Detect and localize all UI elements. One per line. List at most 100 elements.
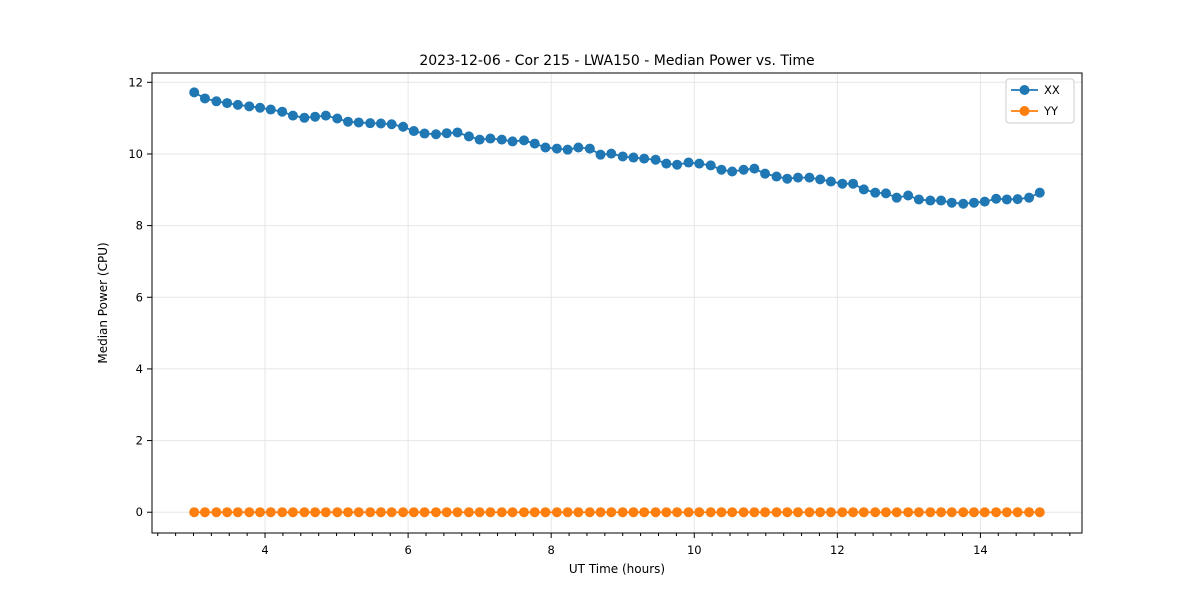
data-point-marker — [540, 142, 551, 153]
data-point-marker — [936, 195, 947, 206]
data-point-marker — [661, 507, 672, 518]
legend: XX YY — [1005, 78, 1075, 124]
data-point-marker — [683, 507, 694, 518]
data-point-marker — [496, 507, 507, 518]
data-point-marker — [474, 134, 485, 145]
data-point-marker — [705, 160, 716, 171]
data-point-marker — [617, 151, 628, 162]
data-point-marker — [496, 134, 507, 145]
x-tick-label: 10 — [687, 543, 702, 557]
data-point-marker — [265, 104, 276, 115]
data-point-marker — [760, 168, 771, 179]
chart-title: 2023-12-06 - Cor 215 - LWA150 - Median P… — [419, 53, 814, 69]
y-tick-label: 12 — [128, 75, 143, 89]
data-point-marker — [683, 157, 694, 168]
data-point-marker — [551, 143, 562, 154]
data-point-marker — [199, 93, 210, 104]
data-point-marker — [946, 507, 957, 518]
data-point-marker — [716, 507, 727, 518]
data-point-marker — [222, 98, 233, 109]
data-point-marker — [211, 96, 222, 107]
data-point-marker — [672, 507, 683, 518]
data-point-marker — [244, 101, 255, 112]
data-point-marker — [913, 194, 924, 205]
data-point-marker — [551, 507, 562, 518]
data-point-marker — [891, 192, 902, 203]
data-point-marker — [749, 163, 760, 174]
data-point-marker — [419, 128, 430, 139]
data-point-marker — [661, 158, 672, 169]
data-point-marker — [825, 176, 836, 187]
data-point-marker — [332, 507, 343, 518]
data-point-marker — [1001, 194, 1012, 205]
data-point-marker — [189, 507, 200, 518]
data-point-marker — [716, 164, 727, 175]
data-point-marker — [1012, 507, 1023, 518]
data-point-marker — [1034, 187, 1045, 198]
data-point-marker — [562, 507, 573, 518]
data-point-marker — [617, 507, 628, 518]
data-point-marker — [749, 507, 760, 518]
data-point-marker — [507, 136, 518, 147]
data-point-marker — [507, 507, 518, 518]
data-point-marker — [870, 507, 881, 518]
data-point-marker — [727, 166, 738, 177]
data-point-marker — [858, 507, 869, 518]
data-point-marker — [332, 113, 343, 124]
y-tick-label: 10 — [128, 147, 143, 161]
legend-item-label: YY — [1043, 104, 1059, 118]
data-point-marker — [792, 507, 803, 518]
data-point-marker — [244, 507, 255, 518]
data-point-marker — [880, 507, 891, 518]
data-point-marker — [1024, 192, 1035, 203]
data-point-marker — [991, 507, 1002, 518]
data-point-marker — [222, 507, 233, 518]
data-point-marker — [365, 507, 376, 518]
data-point-marker — [408, 126, 419, 137]
data-point-marker — [782, 173, 793, 184]
data-point-marker — [639, 153, 650, 164]
data-point-marker — [431, 129, 442, 140]
data-point-marker — [979, 507, 990, 518]
data-point-marker — [365, 118, 376, 129]
data-point-marker — [870, 187, 881, 198]
data-point-marker — [277, 507, 288, 518]
data-point-marker — [727, 507, 738, 518]
data-point-marker — [595, 507, 606, 518]
data-point-marker — [463, 507, 474, 518]
data-point-marker — [343, 507, 354, 518]
data-point-marker — [375, 118, 386, 129]
grid — [152, 73, 1082, 533]
data-point-marker — [463, 131, 474, 142]
data-point-marker — [738, 164, 749, 175]
data-point-marker — [299, 507, 310, 518]
data-point-marker — [880, 188, 891, 199]
data-point-marker — [782, 507, 793, 518]
data-point-marker — [386, 507, 397, 518]
data-point-marker — [771, 171, 782, 182]
data-point-marker — [672, 159, 683, 170]
y-tick-label: 4 — [136, 362, 143, 376]
data-point-marker — [925, 507, 936, 518]
data-point-marker — [255, 102, 266, 113]
series-YY — [189, 507, 1045, 518]
data-point-marker — [837, 507, 848, 518]
data-point-marker — [738, 507, 749, 518]
legend-box — [1005, 78, 1075, 124]
data-point-marker — [584, 507, 595, 518]
data-point-marker — [979, 196, 990, 207]
data-point-marker — [277, 106, 288, 117]
y-tick-label: 2 — [136, 434, 143, 448]
data-point-marker — [650, 154, 661, 165]
data-point-marker — [1001, 507, 1012, 518]
data-point-marker — [848, 178, 859, 189]
x-tick-label: 14 — [973, 543, 988, 557]
data-point-marker — [441, 128, 452, 139]
data-point-marker — [606, 507, 617, 518]
data-point-marker — [199, 507, 210, 518]
data-point-marker — [694, 158, 705, 169]
data-point-marker — [398, 121, 409, 132]
data-point-marker — [299, 112, 310, 123]
